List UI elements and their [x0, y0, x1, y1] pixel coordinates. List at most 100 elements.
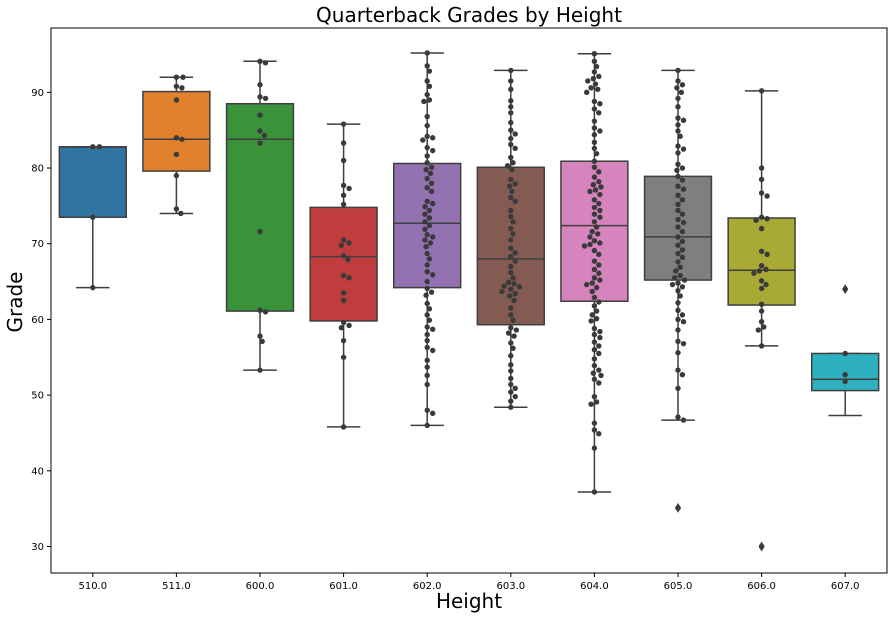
- swarm-point: [508, 97, 514, 104]
- swarm-point: [424, 278, 430, 285]
- x-tick-label: 607.0: [831, 581, 860, 592]
- swarm-point: [677, 272, 683, 279]
- swarm-point: [508, 263, 514, 270]
- swarm-point: [593, 224, 600, 230]
- swarm-point: [679, 211, 686, 217]
- swarm-point: [346, 322, 352, 329]
- swarm-point: [508, 269, 514, 276]
- swarm-point: [597, 207, 603, 214]
- swarm-point: [508, 312, 514, 318]
- swarm-point: [680, 146, 687, 152]
- swarm-point: [679, 254, 686, 261]
- swarm-point: [509, 166, 515, 173]
- swarm-point: [680, 117, 687, 124]
- swarm-point: [422, 226, 428, 233]
- y-tick-label: 90: [31, 88, 44, 99]
- swarm-point: [422, 237, 428, 243]
- swarm-point: [756, 268, 763, 274]
- swarm-point: [340, 121, 347, 127]
- swarm-point: [591, 197, 598, 203]
- swarm-point: [173, 151, 180, 158]
- y-tick-label: 70: [31, 239, 44, 250]
- swarm-point: [675, 115, 681, 121]
- swarm-point: [428, 188, 435, 195]
- swarm-point: [761, 324, 767, 330]
- swarm-point: [675, 367, 681, 373]
- swarm-point: [675, 143, 681, 149]
- swarm-point: [591, 347, 598, 353]
- swarm-point: [426, 207, 433, 214]
- swarm-point: [424, 381, 430, 388]
- swarm-point: [675, 350, 681, 356]
- swarm-point: [591, 98, 598, 105]
- swarm-point: [424, 407, 430, 413]
- swarm-point: [678, 89, 684, 96]
- swarm-point: [675, 78, 681, 84]
- swarm-point: [512, 145, 518, 152]
- swarm-point: [675, 242, 681, 248]
- y-axis-label: Grade: [3, 272, 27, 333]
- swarm-point: [424, 175, 430, 182]
- swarm-point: [758, 278, 765, 284]
- swarm-point: [591, 139, 598, 145]
- swarm-point: [596, 380, 602, 386]
- swarm-point: [424, 364, 430, 370]
- swarm-point: [257, 58, 263, 65]
- swarm-point: [508, 375, 514, 382]
- swarm-point: [430, 135, 436, 141]
- swarm-point: [340, 192, 347, 198]
- swarm-point: [424, 269, 430, 275]
- swarm-point: [508, 404, 514, 410]
- swarm-point: [679, 165, 686, 171]
- swarm-point: [591, 174, 598, 180]
- swarm-point: [426, 222, 433, 229]
- swarm-point: [587, 234, 593, 240]
- swarm-point: [430, 410, 436, 416]
- swarm-point: [675, 316, 681, 323]
- swarm-point: [422, 219, 428, 225]
- swarm-point: [424, 324, 430, 330]
- swarm-point: [510, 219, 516, 225]
- swarm-point: [675, 250, 681, 257]
- box-group-600.0: [225, 60, 295, 371]
- swarm-point: [424, 185, 430, 191]
- swarm-point: [422, 203, 428, 210]
- swarm-point: [508, 141, 514, 148]
- swarm-point: [681, 277, 688, 283]
- swarm-point: [581, 243, 588, 249]
- swarm-point: [505, 279, 512, 286]
- swarm-point: [428, 164, 435, 170]
- swarm-point: [340, 140, 347, 146]
- swarm-point: [424, 153, 430, 159]
- swarm-point: [424, 231, 430, 238]
- swarm-point: [591, 266, 598, 273]
- swarm-point: [679, 82, 686, 88]
- swarm-point: [508, 78, 514, 84]
- swarm-point: [424, 91, 430, 98]
- swarm-point: [508, 253, 514, 260]
- swarm-point: [591, 275, 598, 281]
- swarm-point: [675, 207, 681, 214]
- swarm-point: [427, 240, 434, 246]
- swarm-point: [424, 160, 430, 166]
- swarm-point: [679, 177, 686, 183]
- swarm-point: [675, 183, 681, 189]
- swarm-point: [430, 326, 436, 332]
- swarm-point: [508, 67, 514, 74]
- x-tick-label: 601.0: [329, 581, 358, 592]
- swarm-point: [675, 505, 681, 511]
- x-tick-label: 604.0: [580, 581, 609, 592]
- swarm-point: [674, 167, 680, 174]
- swarm-point: [512, 181, 518, 187]
- swarm-point: [516, 284, 523, 290]
- swarm-point: [593, 150, 600, 157]
- x-tick-label: 602.0: [413, 581, 442, 592]
- swarm-point: [587, 188, 593, 195]
- swarm-point: [508, 104, 514, 110]
- box-511.0: [142, 90, 211, 172]
- swarm-point: [340, 182, 347, 189]
- swarm-point: [345, 256, 351, 263]
- swarm-point: [677, 133, 683, 139]
- swarm-point: [173, 135, 180, 141]
- swarm-point: [426, 68, 433, 74]
